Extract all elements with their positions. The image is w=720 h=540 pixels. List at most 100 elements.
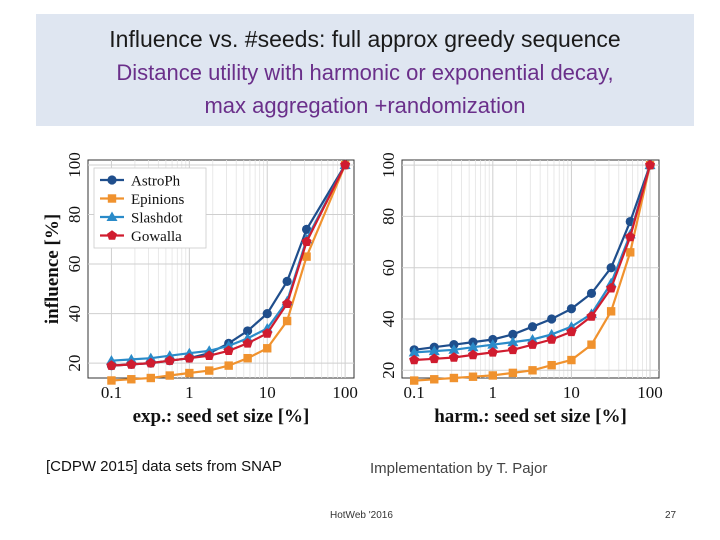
data-point-epinions <box>302 252 311 261</box>
data-point-gowalla <box>546 334 557 344</box>
legend-marker-slashdot <box>106 211 118 221</box>
data-point-slashdot <box>448 344 460 354</box>
legend-label-astroph: AstroPh <box>131 174 181 190</box>
x-tick-label: 0.1 <box>101 383 122 402</box>
data-point-gowalla <box>184 352 195 363</box>
data-point-astroph <box>606 263 616 273</box>
y-tick-label: 60 <box>65 256 84 273</box>
legend-marker-astroph <box>107 175 117 185</box>
legend-marker-epinions <box>107 194 117 203</box>
data-point-astroph <box>586 288 597 298</box>
x-tick-label: 10 <box>259 383 276 402</box>
data-point-gowalla <box>126 359 137 369</box>
data-point-gowalla <box>645 159 656 170</box>
data-point-gowalla <box>340 159 351 170</box>
data-point-epinions <box>165 371 174 380</box>
slide-subtitle-line1: Distance utility with harmonic or expone… <box>116 60 614 85</box>
data-point-astroph <box>527 322 538 332</box>
data-point-epinions <box>263 344 272 353</box>
implementation-note: Implementation by T. Pajor <box>370 460 548 477</box>
data-point-gowalla <box>586 311 597 321</box>
data-point-epinions <box>488 371 497 380</box>
y-tick-label: 20 <box>379 362 398 379</box>
data-point-epinions <box>146 373 155 383</box>
y-axis-label: influence [%] <box>42 214 63 324</box>
data-point-gowalla <box>448 352 459 362</box>
legend-label-slashdot: Slashdot <box>131 211 184 227</box>
data-point-slashdot <box>105 355 117 365</box>
data-point-astroph <box>508 329 518 339</box>
data-point-gowalla <box>164 355 175 365</box>
data-point-astroph <box>301 224 312 234</box>
y-tick-label: 60 <box>379 259 398 276</box>
data-point-astroph <box>547 314 557 324</box>
data-point-gowalla <box>282 298 293 308</box>
data-point-slashdot <box>507 336 519 347</box>
data-point-gowalla <box>606 282 617 293</box>
data-point-epinions <box>205 366 214 375</box>
legend-marker-gowalla <box>107 230 117 240</box>
data-point-slashdot <box>203 345 215 355</box>
data-point-gowalla <box>507 344 518 355</box>
data-point-epinions <box>409 376 419 385</box>
data-point-slashdot <box>145 352 157 363</box>
data-point-epinions <box>567 355 576 365</box>
y-tick-label: 40 <box>65 305 84 322</box>
data-point-astroph <box>262 308 272 319</box>
data-point-epinions <box>430 375 439 384</box>
legend: AstroPh Epinions Slashdot Gowalla <box>93 167 207 249</box>
title-banner: Influence vs. #seeds: full approx greedy… <box>36 14 694 126</box>
data-point-astroph <box>243 326 253 336</box>
data-point-epinions <box>243 353 252 363</box>
data-point-epinions <box>107 376 116 385</box>
page-number: 27 <box>665 510 677 521</box>
data-point-astroph <box>566 304 577 314</box>
data-point-epinions <box>127 375 136 384</box>
data-point-gowalla <box>409 354 420 365</box>
data-point-slashdot <box>487 339 499 349</box>
data-point-epinions <box>508 368 518 378</box>
data-point-gowalla <box>566 326 577 337</box>
y-tick-label: 80 <box>379 208 398 225</box>
data-point-gowalla <box>468 349 478 360</box>
legend-label-gowalla: Gowalla <box>131 229 182 245</box>
data-point-slashdot <box>125 353 137 364</box>
x-tick-label: 10 <box>563 383 580 402</box>
data-point-slashdot <box>164 350 176 360</box>
data-point-astroph <box>282 276 292 286</box>
data-point-gowalla <box>106 360 117 370</box>
data-point-gowalla <box>262 328 273 338</box>
x-axis-label: harm.: seed set size [%] <box>434 406 627 427</box>
venue-label: HotWeb '2016 <box>330 510 393 521</box>
data-point-gowalla <box>429 353 440 364</box>
data-point-gowalla <box>223 345 234 355</box>
data-point-gowalla <box>527 339 538 349</box>
y-tick-label: 100 <box>379 152 398 178</box>
data-point-epinions <box>185 368 194 378</box>
data-point-gowalla <box>487 347 498 357</box>
data-point-epinions <box>606 307 616 316</box>
data-point-slashdot <box>242 332 254 343</box>
x-tick-label: 100 <box>637 383 663 402</box>
data-point-slashdot <box>467 341 479 352</box>
y-tick-label: 80 <box>65 206 84 223</box>
data-point-gowalla <box>145 357 156 368</box>
y-tick-label: 40 <box>379 311 398 328</box>
chart-exp-decay: 0.1 1 10 100 20 40 60 80 100 AstroPh Epinions Slash… <box>42 152 358 427</box>
data-point-slashdot <box>428 345 440 356</box>
x-tick-label: 100 <box>332 383 358 402</box>
data-point-epinions <box>547 360 556 370</box>
data-point-gowalla <box>242 338 253 348</box>
data-point-gowalla <box>301 236 312 246</box>
x-axis-label: exp.: seed set size [%] <box>133 406 310 427</box>
data-point-slashdot <box>408 346 420 357</box>
data-point-gowalla <box>204 350 215 360</box>
data-point-slashdot <box>527 334 539 344</box>
slide-title: Influence vs. #seeds: full approx greedy… <box>109 26 621 52</box>
x-tick-label: 1 <box>489 383 498 402</box>
data-point-epinions <box>224 361 233 370</box>
data-point-epinions <box>449 373 459 383</box>
y-tick-label: 20 <box>65 355 84 372</box>
reference-note: [CDPW 2015] data sets from SNAP <box>46 458 282 475</box>
data-point-epinions <box>282 316 292 326</box>
